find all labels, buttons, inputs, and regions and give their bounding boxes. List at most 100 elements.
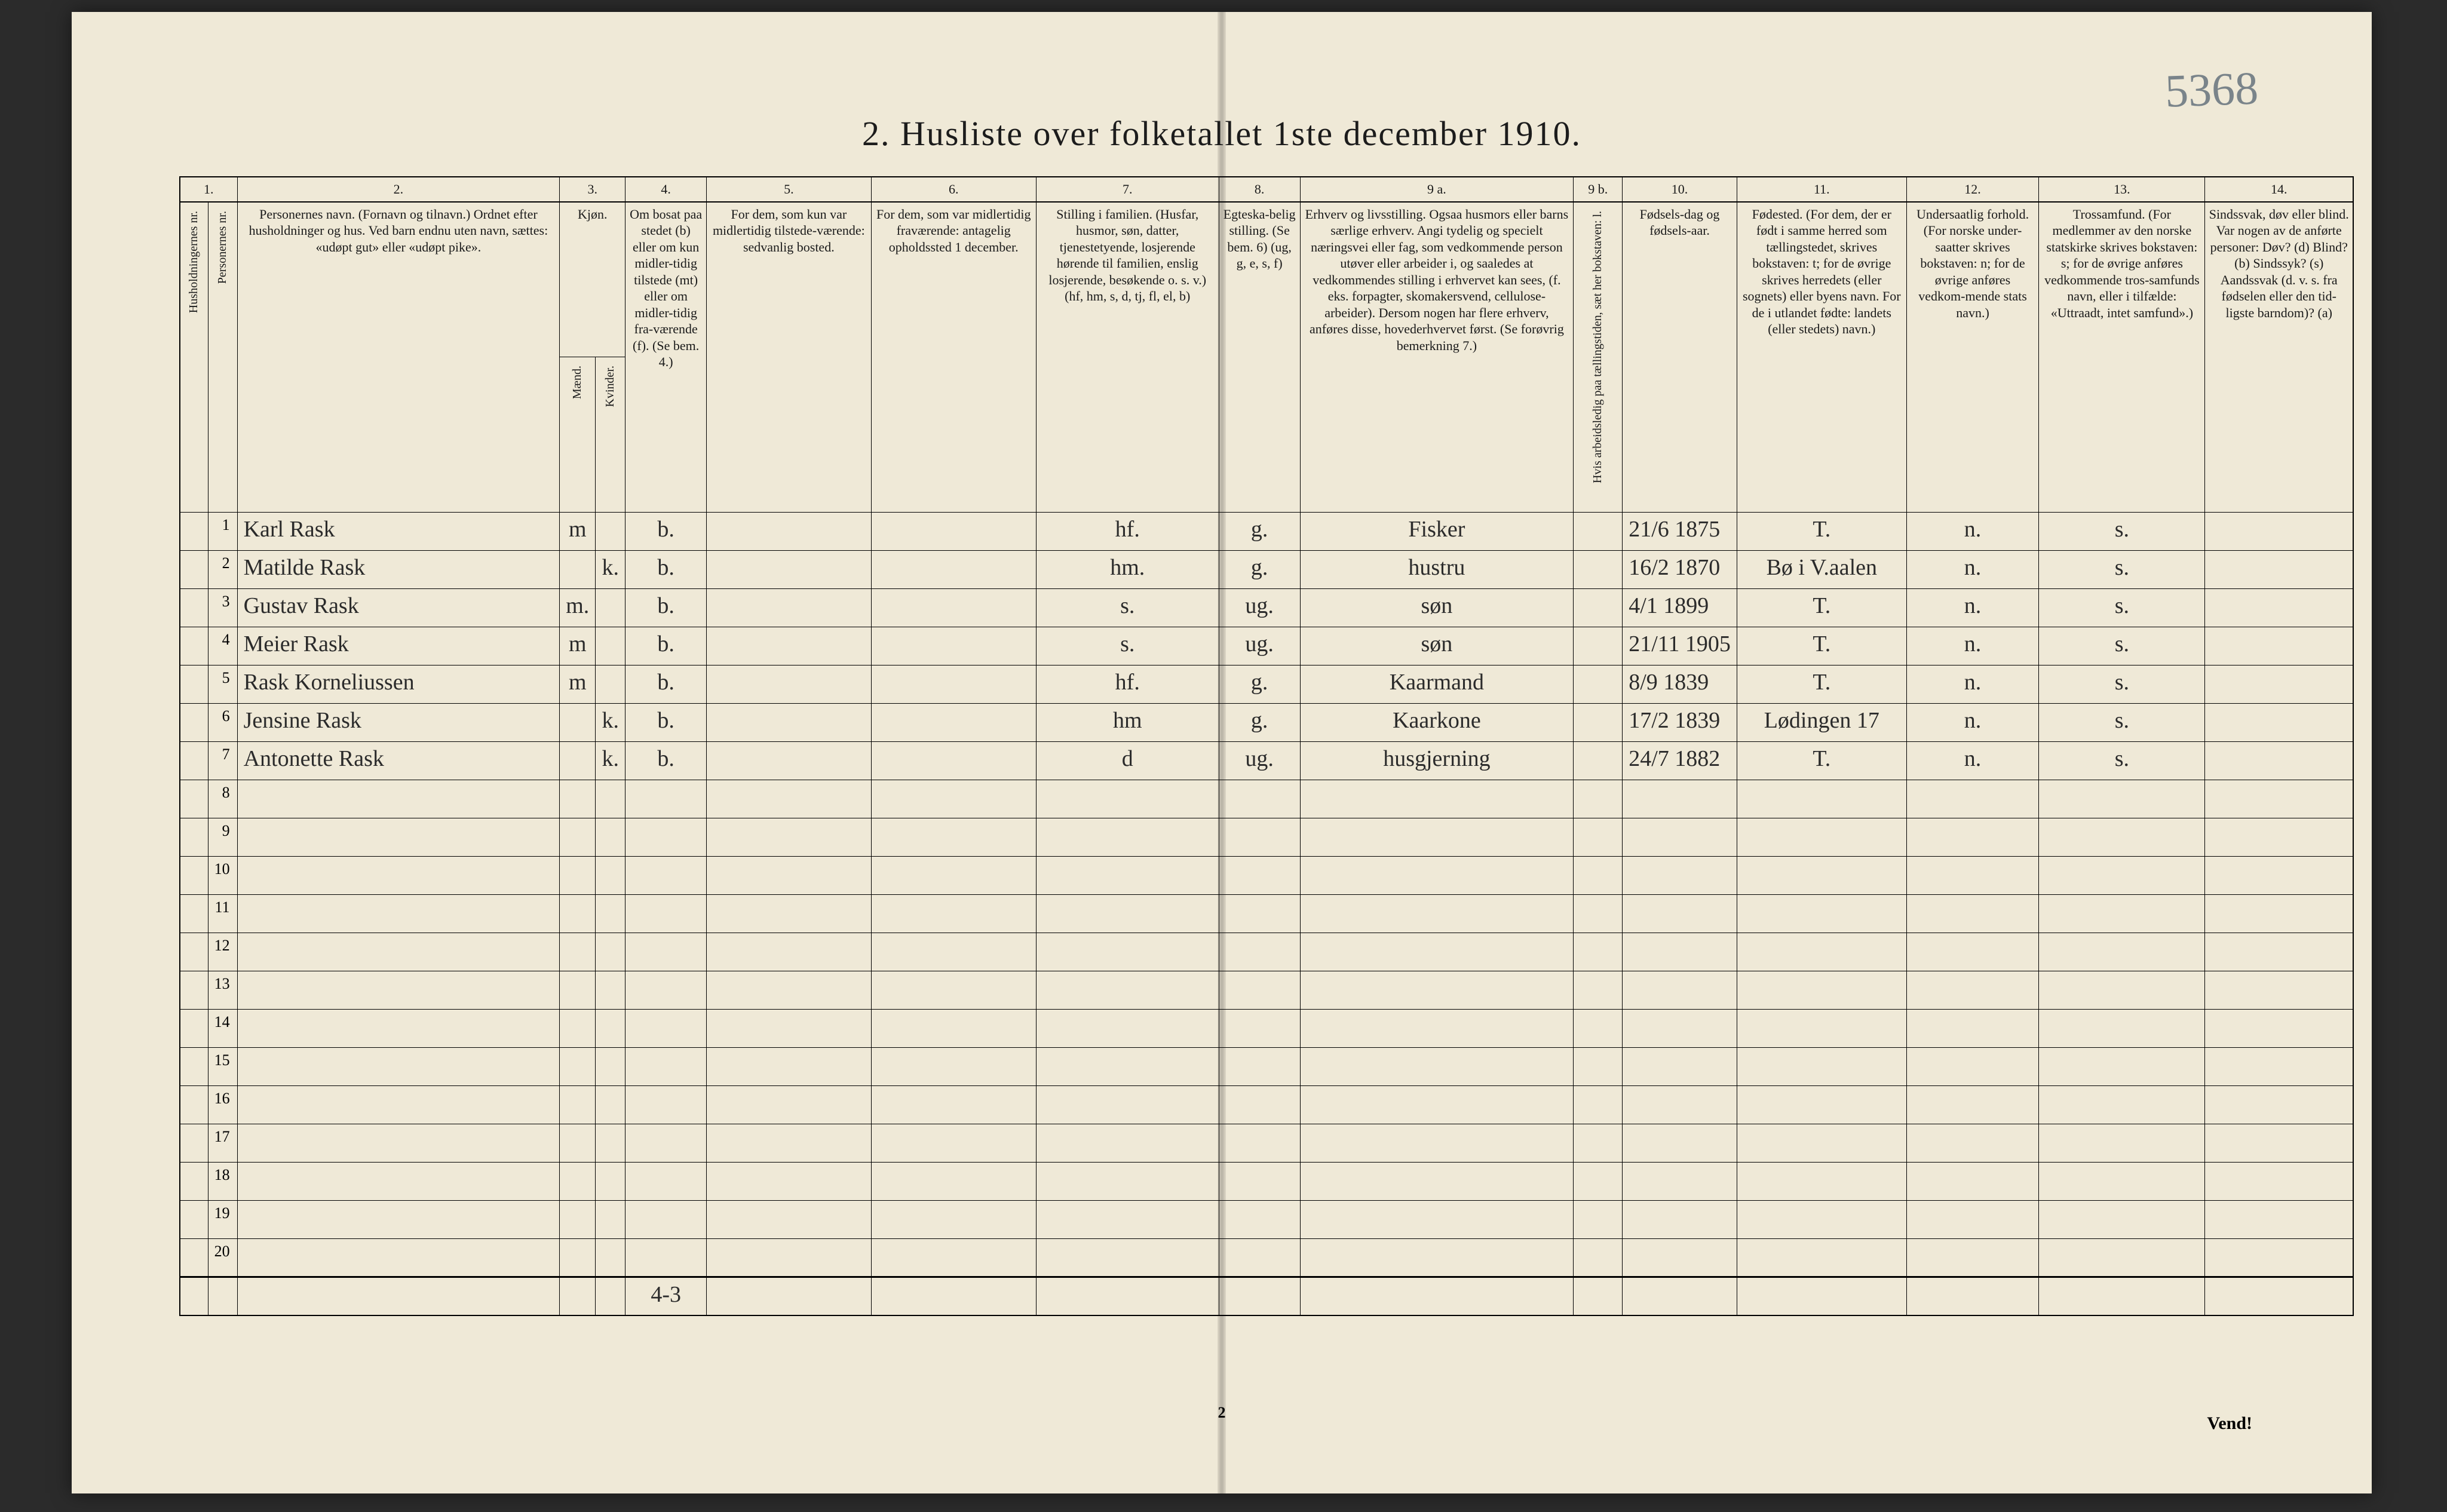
colno-14: 14. bbox=[2205, 177, 2353, 202]
cell-household-no bbox=[180, 1163, 208, 1201]
cell-empty bbox=[1906, 1086, 2039, 1124]
cell-empty bbox=[1623, 780, 1737, 818]
cell-name: Karl Rask bbox=[237, 513, 560, 551]
cell-nationality: n. bbox=[1906, 627, 2039, 665]
cell-empty bbox=[625, 857, 707, 895]
hdr-household-no: Husholdningernes nr. bbox=[180, 202, 208, 513]
cell-empty bbox=[1737, 1048, 1906, 1086]
cell-empty bbox=[1623, 1163, 1737, 1201]
cell-empty bbox=[1219, 933, 1300, 971]
cell-empty bbox=[1036, 1010, 1219, 1048]
cell-empty bbox=[2039, 895, 2205, 933]
cell-religion: s. bbox=[2039, 742, 2205, 780]
cell-birthplace: T. bbox=[1737, 589, 1906, 627]
cell-marital: g. bbox=[1219, 513, 1300, 551]
cell-household-no bbox=[180, 818, 208, 857]
cell-empty bbox=[625, 933, 707, 971]
table-row: 9 bbox=[180, 818, 2353, 857]
cell-empty bbox=[2205, 857, 2353, 895]
cell-empty bbox=[1300, 1239, 1574, 1277]
footer-empty bbox=[1737, 1277, 1906, 1315]
cell-empty bbox=[1036, 1048, 1219, 1086]
cell-empty bbox=[871, 818, 1036, 857]
cell-empty bbox=[625, 780, 707, 818]
table-row: 13 bbox=[180, 971, 2353, 1010]
cell-empty bbox=[2039, 1048, 2205, 1086]
cell-empty bbox=[237, 1201, 560, 1239]
table-row: 8 bbox=[180, 780, 2353, 818]
cell-bosat: b. bbox=[625, 742, 707, 780]
cell-empty bbox=[1036, 1163, 1219, 1201]
cell-empty bbox=[1623, 1239, 1737, 1277]
cell-empty bbox=[2039, 1201, 2205, 1239]
hdr-5: For dem, som kun var midlertidig tilsted… bbox=[707, 202, 872, 513]
cell-sex-k bbox=[596, 513, 625, 551]
cell-empty bbox=[2039, 1086, 2205, 1124]
hdr-sex-k: Kvinder. bbox=[596, 357, 625, 513]
cell-empty bbox=[1737, 1086, 1906, 1124]
cell-person-no: 20 bbox=[208, 1239, 237, 1277]
hdr-8: Egteska-belig stilling. (Se bem. 6) (ug,… bbox=[1219, 202, 1300, 513]
cell-empty bbox=[1737, 1163, 1906, 1201]
cell-5 bbox=[707, 742, 872, 780]
cell-empty bbox=[707, 1048, 872, 1086]
cell-empty bbox=[707, 895, 872, 933]
hdr-6: For dem, som var midlertidig fraværende:… bbox=[871, 202, 1036, 513]
cell-sex-m: m. bbox=[560, 589, 596, 627]
cell-occupation: Kaarmand bbox=[1300, 665, 1574, 704]
cell-empty bbox=[1737, 780, 1906, 818]
cell-empty bbox=[1906, 780, 2039, 818]
cell-empty bbox=[2205, 1239, 2353, 1277]
colno-13: 13. bbox=[2039, 177, 2205, 202]
cell-empty bbox=[1219, 1124, 1300, 1163]
cell-birthdate: 4/1 1899 bbox=[1623, 589, 1737, 627]
cell-empty bbox=[560, 818, 596, 857]
cell-unemployed bbox=[1574, 665, 1623, 704]
colno-9b: 9 b. bbox=[1574, 177, 1623, 202]
cell-empty bbox=[1574, 1163, 1623, 1201]
cell-empty bbox=[596, 1201, 625, 1239]
cell-empty bbox=[871, 1239, 1036, 1277]
cell-person-no: 18 bbox=[208, 1163, 237, 1201]
cell-bosat: b. bbox=[625, 627, 707, 665]
hdr-9a: Erhverv og livsstilling. Ogsaa husmors e… bbox=[1300, 202, 1574, 513]
cell-empty bbox=[1574, 895, 1623, 933]
cell-sex-k bbox=[596, 627, 625, 665]
cell-birthplace: Lødingen 17 bbox=[1737, 704, 1906, 742]
cell-empty bbox=[1300, 1163, 1574, 1201]
cell-empty bbox=[1300, 818, 1574, 857]
cell-empty bbox=[560, 1201, 596, 1239]
cell-5 bbox=[707, 513, 872, 551]
cell-empty bbox=[625, 818, 707, 857]
cell-person-no: 12 bbox=[208, 933, 237, 971]
cell-empty bbox=[2039, 933, 2205, 971]
cell-empty bbox=[1300, 1201, 1574, 1239]
cell-empty bbox=[1036, 1239, 1219, 1277]
cell-empty bbox=[1737, 1124, 1906, 1163]
cell-person-no: 4 bbox=[208, 627, 237, 665]
cell-empty bbox=[1300, 933, 1574, 971]
cell-empty bbox=[2205, 1048, 2353, 1086]
cell-empty bbox=[560, 857, 596, 895]
cell-empty bbox=[2205, 971, 2353, 1010]
cell-disability bbox=[2205, 513, 2353, 551]
cell-sex-m: m bbox=[560, 665, 596, 704]
cell-birthplace: T. bbox=[1737, 742, 1906, 780]
cell-empty bbox=[237, 1086, 560, 1124]
cell-person-no: 11 bbox=[208, 895, 237, 933]
cell-empty bbox=[1737, 1010, 1906, 1048]
cell-5 bbox=[707, 551, 872, 589]
table-row: 12 bbox=[180, 933, 2353, 971]
cell-empty bbox=[596, 971, 625, 1010]
cell-empty bbox=[1574, 780, 1623, 818]
cell-empty bbox=[707, 1239, 872, 1277]
cell-household-no bbox=[180, 665, 208, 704]
cell-person-no: 17 bbox=[208, 1124, 237, 1163]
cell-empty bbox=[1300, 780, 1574, 818]
cell-nationality: n. bbox=[1906, 513, 2039, 551]
footer-empty bbox=[1036, 1277, 1219, 1315]
footer-empty bbox=[1906, 1277, 2039, 1315]
cell-disability bbox=[2205, 551, 2353, 589]
footer-empty bbox=[2039, 1277, 2205, 1315]
cell-empty bbox=[1219, 1201, 1300, 1239]
